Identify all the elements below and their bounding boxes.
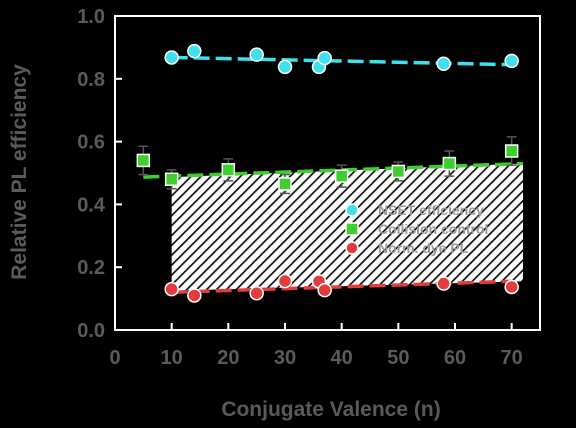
x-tick-label: 40 — [331, 347, 353, 369]
fit-line — [143, 161, 524, 179]
legend-label: Norm. dye PL — [378, 240, 469, 256]
fit-line — [171, 279, 512, 295]
data-points — [136, 43, 519, 303]
x-tick-label: 70 — [501, 347, 523, 369]
x-tick-label: 60 — [444, 347, 466, 369]
data-point — [277, 59, 293, 75]
y-tick-label: 0.0 — [77, 320, 105, 342]
data-point — [277, 273, 293, 289]
data-point — [136, 153, 151, 168]
y-tick-label: 0.6 — [77, 132, 105, 154]
fit-line — [171, 55, 512, 67]
data-point — [317, 50, 332, 66]
y-axis-title: Relative PL efficiency — [8, 64, 31, 280]
legend-label: Collision control — [378, 221, 488, 237]
data-point — [187, 43, 202, 59]
y-tick-label: 0.2 — [77, 257, 105, 279]
legend-marker — [345, 241, 359, 255]
axes — [114, 15, 541, 331]
x-tick-label: 50 — [387, 347, 409, 369]
legend-label: NSET efficiency — [378, 202, 484, 218]
legend: NSET efficiency Collision control Norm. dy… — [345, 202, 488, 256]
data-point — [317, 282, 332, 298]
data-point — [249, 286, 264, 301]
x-tick-label: 30 — [274, 347, 296, 369]
data-point — [187, 288, 202, 303]
x-tick-label: 10 — [161, 347, 183, 369]
data-point — [164, 281, 179, 297]
data-point — [164, 50, 179, 65]
data-point — [504, 279, 519, 295]
x-tick-label: 20 — [217, 347, 239, 369]
data-point — [504, 53, 519, 69]
data-point — [436, 56, 451, 71]
data-point — [278, 177, 292, 191]
data-point — [442, 156, 457, 171]
y-tick-label: 0.4 — [77, 194, 106, 216]
fit-lines — [143, 55, 524, 295]
ticks: 0 10 20 30 40 50 60 70 0.0 0.2 0.4 0.6 0.8 1.0 — [77, 6, 523, 369]
y-tick-label: 1.0 — [77, 6, 105, 28]
data-point — [221, 163, 236, 177]
data-point — [164, 172, 179, 187]
data-point — [436, 276, 451, 291]
legend-marker — [345, 222, 359, 236]
y-tick-label: 0.8 — [77, 69, 105, 91]
data-point — [334, 169, 349, 183]
data-point — [391, 164, 406, 179]
plot-frame — [114, 15, 541, 331]
data-point — [249, 47, 264, 62]
x-axis-title: Conjugate Valence (n) — [221, 398, 440, 421]
legend-marker — [345, 203, 359, 217]
x-tick-label: 0 — [109, 347, 120, 369]
data-point — [504, 144, 519, 158]
